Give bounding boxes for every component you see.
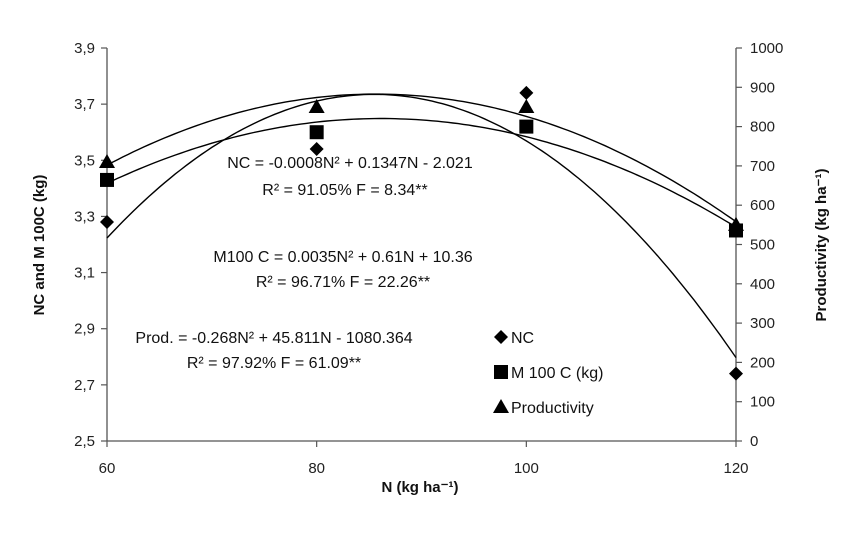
- point-nc: [729, 366, 743, 381]
- point-m100c: [309, 125, 324, 140]
- y-right-tick-label: 500: [750, 237, 775, 254]
- point-nc: [309, 142, 324, 157]
- point-productivity: [518, 98, 535, 113]
- axes: [101, 47, 742, 447]
- trend-curves: [106, 93, 737, 358]
- point-nc: [519, 85, 534, 100]
- equation-m100c-line1: M100 C = 0.0035N² + 0.61N + 10.36: [213, 249, 472, 266]
- equation-prod-line1: Prod. = -0.268N² + 45.811N - 1080.364: [135, 330, 412, 347]
- equation-nc-line2: R² = 91.05% F = 8.34**: [262, 182, 427, 199]
- legend-marker-m100c: [494, 365, 508, 379]
- y-right-tick-label: 900: [750, 79, 775, 96]
- y-right-tick-label: 400: [750, 276, 775, 293]
- legend-marker-productivity: [493, 399, 509, 413]
- y-right-tick-label: 800: [750, 119, 775, 136]
- x-axis-title: N (kg ha⁻¹): [381, 479, 458, 496]
- curve-productivity: [106, 93, 737, 223]
- y-right-tick-label: 700: [750, 158, 775, 175]
- y-right-tick-label: 0: [750, 433, 758, 450]
- y-right-tick-label: 200: [750, 354, 775, 371]
- curve-m100c: [106, 117, 737, 228]
- x-tick-label: 100: [514, 460, 539, 477]
- point-productivity: [99, 153, 115, 168]
- y-right-tick-label: 1000: [750, 40, 783, 57]
- data-points: [99, 85, 744, 381]
- x-tick-label: 80: [308, 460, 325, 477]
- curve-nc: [106, 93, 737, 358]
- x-tick-label: 120: [723, 460, 748, 477]
- y-left-tick-label: 3,7: [74, 96, 95, 113]
- y-left-tick-label: 3,1: [74, 265, 95, 282]
- y-right-tick-label: 300: [750, 315, 775, 332]
- point-nc: [100, 215, 114, 230]
- point-m100c: [100, 172, 114, 187]
- y-left-tick-label: 2,7: [74, 377, 95, 394]
- y-left-tick-label: 2,9: [74, 321, 95, 338]
- legend-label-productivity: Productivity: [511, 400, 594, 417]
- legend-marker-nc: [494, 330, 508, 344]
- legend-label-nc: NC: [511, 330, 534, 347]
- y-axis-left-title: NC and M 100C (kg): [31, 175, 48, 316]
- y-right-tick-label: 100: [750, 394, 775, 411]
- equation-nc-line1: NC = -0.0008N² + 0.1347N - 2.021: [227, 155, 473, 172]
- y-axis-right-title: Productivity (kg ha⁻¹): [813, 169, 830, 322]
- y-left-tick-label: 3,3: [74, 208, 95, 225]
- point-productivity: [308, 98, 325, 113]
- y-right-tick-label: 600: [750, 197, 775, 214]
- equation-m100c-line2: R² = 96.71% F = 22.26**: [256, 274, 430, 291]
- tick-labels: 2,5 2,7 2,9 3,1 3,3 3,5 3,7 3,9 0 100 200 300 400 500…: [74, 40, 783, 477]
- legend-label-m100c: M 100 C (kg): [511, 365, 603, 382]
- y-left-tick-label: 3,9: [74, 40, 95, 57]
- point-productivity: [728, 216, 744, 231]
- y-left-tick-label: 3,5: [74, 152, 95, 169]
- point-m100c: [519, 119, 534, 134]
- legend: NC M 100 C (kg) Productivity: [493, 330, 603, 417]
- y-left-tick-label: 2,5: [74, 433, 95, 450]
- equation-prod-line2: R² = 97.92% F = 61.09**: [187, 355, 361, 372]
- x-tick-label: 60: [99, 460, 116, 477]
